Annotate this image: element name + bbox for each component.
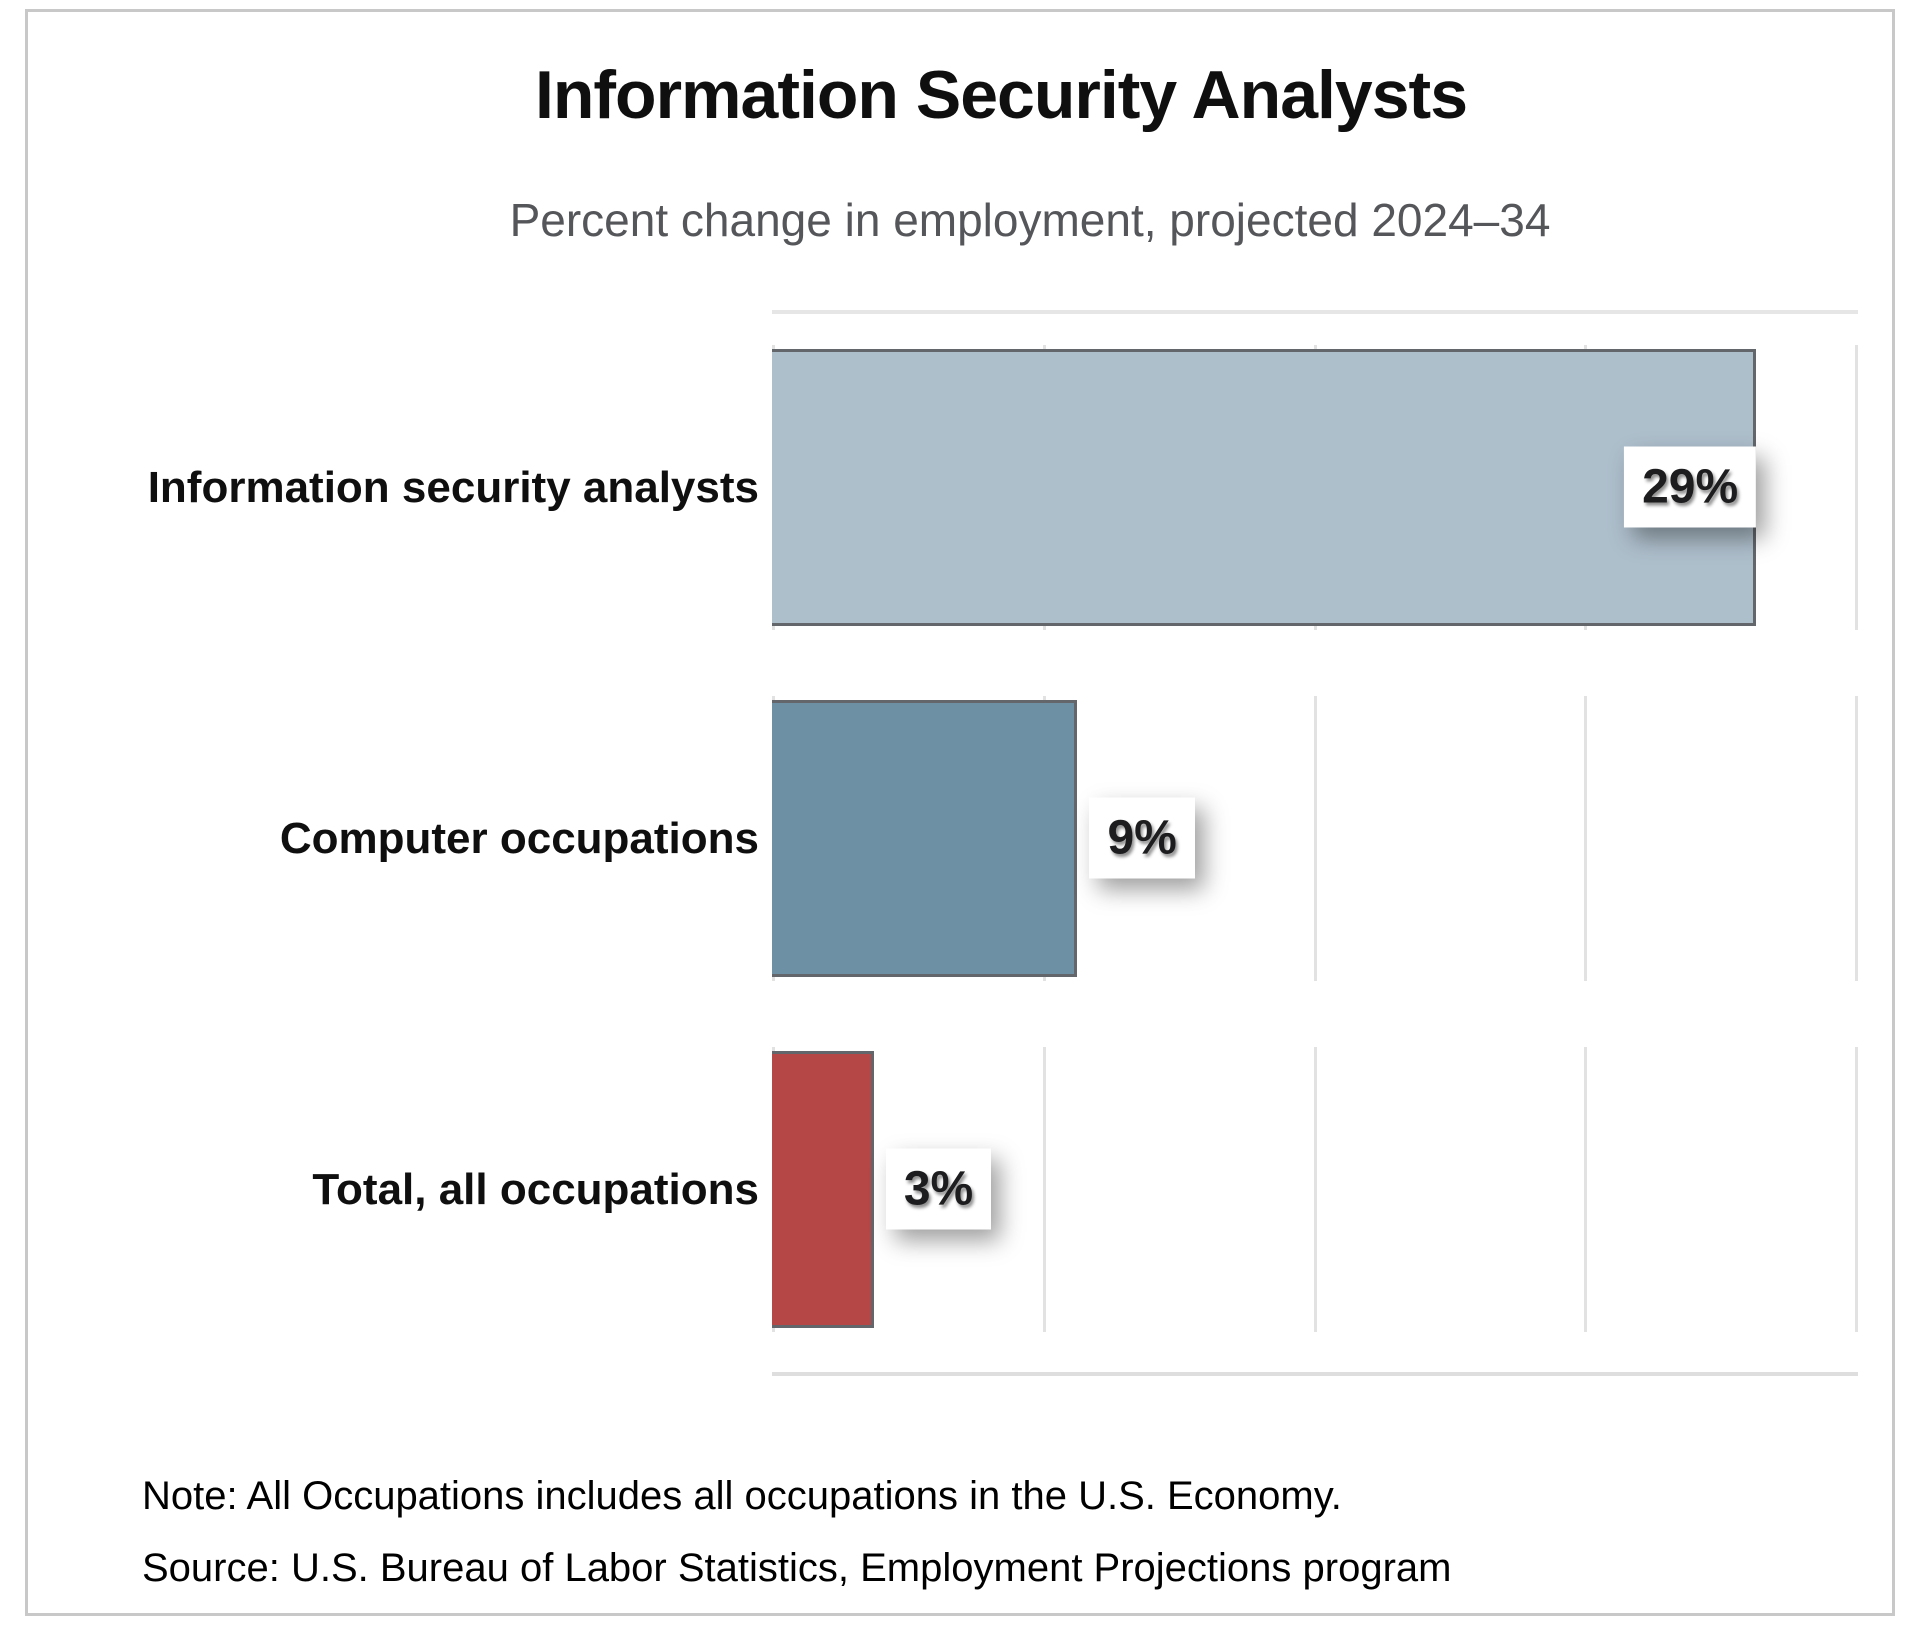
- band-total-all-occupations: 3%: [772, 1014, 1858, 1365]
- category-label-information-security-analysts: Information security analysts: [147, 463, 759, 512]
- value-label: 9%: [1089, 797, 1195, 879]
- bar-information-security-analysts[interactable]: [772, 349, 1757, 626]
- chart-subtitle: Percent change in employment, projected …: [509, 194, 1551, 246]
- value-label-text: 29%: [1642, 460, 1739, 514]
- bar-total-all-occupations[interactable]: [772, 1051, 874, 1328]
- x-axis-line: [772, 1372, 1858, 1376]
- category-label-computer-occupations: Computer occupations: [279, 814, 759, 863]
- chart-note: Note: All Occupations includes all occup…: [142, 1474, 1342, 1518]
- band-computer-occupations: 9%: [772, 663, 1858, 1014]
- value-label: 3%: [885, 1148, 992, 1230]
- category-label-total-all-occupations: Total, all occupations: [312, 1165, 759, 1214]
- chart-source: Source: U.S. Bureau of Labor Statistics,…: [142, 1546, 1452, 1590]
- value-label-text: 9%: [1107, 811, 1177, 865]
- value-label-text: 3%: [903, 1162, 974, 1216]
- plot-area: 29% 9% 3%: [772, 310, 1858, 1365]
- chart-title: Information Security Analysts: [534, 57, 1468, 133]
- band-information-security-analysts: 29%: [772, 312, 1858, 663]
- plot-top-border: [772, 310, 1858, 314]
- value-label: 29%: [1624, 446, 1757, 528]
- chart-card: Information Security Analysts Percent ch…: [25, 9, 1895, 1616]
- bar-computer-occupations[interactable]: [772, 700, 1078, 977]
